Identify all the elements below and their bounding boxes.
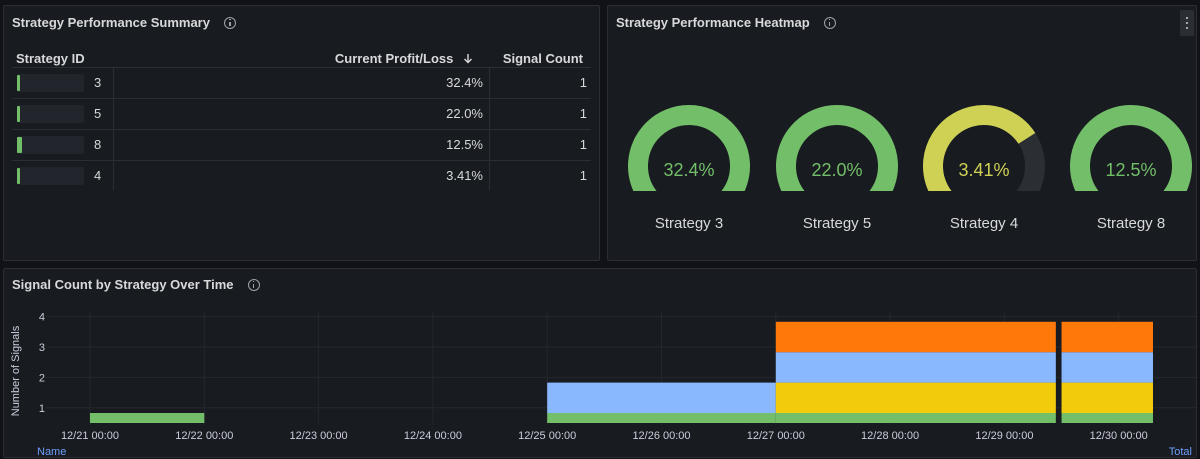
x-tick-label: 12/22 00:00 — [175, 430, 233, 442]
info-icon[interactable] — [223, 16, 236, 29]
signal-count-chart[interactable]: 1 2 3 4 12/21 00:00 12/22 00:00 12/23 00:00 12/… — [4, 269, 1198, 459]
series-area-segment — [1061, 382, 1153, 413]
x-tick-label: 12/25 00:00 — [518, 430, 576, 442]
profit-cell: 22.0% — [446, 106, 483, 121]
timeseries-panel-title-row: Signal Count by Strategy Over Time — [12, 277, 260, 292]
table-row[interactable]: 4 3.41% 1 — [12, 160, 591, 192]
column-header-signal-count[interactable]: Signal Count — [502, 51, 583, 66]
summary-panel: Strategy Performance Summary Strategy ID… — [3, 5, 600, 261]
heatmap-panel-title: Strategy Performance Heatmap — [616, 15, 810, 30]
profit-bar-fill — [17, 106, 21, 122]
x-tick-label: 12/21 00:00 — [61, 430, 119, 442]
profit-cell: 32.4% — [446, 75, 483, 90]
gauge-label: Strategy 4 — [949, 215, 1019, 232]
x-tick-label: 12/27 00:00 — [747, 430, 805, 442]
series-area-segment — [547, 413, 776, 423]
strategy-gauge[interactable]: 22.0% Strategy 5 — [772, 101, 902, 232]
x-tick-label: 12/28 00:00 — [861, 430, 919, 442]
series-area-segment — [90, 413, 205, 423]
table-header: Strategy ID Current Profit/Loss Signal C… — [4, 51, 591, 71]
signal-count-cell: 1 — [579, 106, 587, 121]
panel-menu-icon[interactable] — [1180, 10, 1194, 36]
gauge-value-text: 22.0% — [811, 160, 862, 180]
gauge-value-arc — [776, 105, 898, 191]
column-header-profit[interactable]: Current Profit/Loss — [335, 51, 473, 66]
series-area-segment — [775, 413, 1056, 423]
table-row[interactable]: 3 32.4% 1 — [12, 67, 591, 99]
summary-panel-title: Strategy Performance Summary — [12, 15, 210, 30]
series-area-segment — [547, 382, 776, 413]
gauge-arc: 3.41% — [923, 105, 1045, 191]
strategy-id-cell: 8 — [94, 137, 102, 152]
series-area-segment — [1061, 413, 1153, 423]
info-icon[interactable] — [247, 278, 260, 291]
series-area-segment — [775, 382, 1056, 413]
strategy-id-cell: 5 — [94, 106, 102, 121]
gauge-value-arc — [923, 105, 1036, 191]
x-tick-label: 12/30 00:00 — [1090, 430, 1148, 442]
y-tick-label: 2 — [39, 372, 45, 384]
gauge-arc: 32.4% — [628, 105, 750, 191]
profit-cell: 12.5% — [446, 137, 483, 152]
gauge-value-arc — [1070, 105, 1192, 191]
signal-count-cell: 1 — [579, 75, 587, 90]
gauge-value-text: 32.4% — [663, 160, 714, 180]
gauge-arc: 12.5% — [1070, 105, 1192, 191]
gauge-label: Strategy 3 — [654, 215, 724, 232]
series-area-segment — [1061, 352, 1153, 383]
y-tick-label: 3 — [39, 342, 45, 354]
series-area-segment — [1061, 321, 1153, 353]
signal-count-cell: 1 — [579, 137, 587, 152]
gauge-value-text: 12.5% — [1105, 160, 1156, 180]
profit-bar-gauge — [17, 105, 84, 123]
strategy-id-cell: 4 — [94, 168, 102, 183]
profit-bar-gauge — [17, 167, 84, 185]
heatmap-panel-title-row: Strategy Performance Heatmap — [616, 15, 836, 30]
table-row[interactable]: 8 12.5% 1 — [12, 129, 591, 161]
column-header-strategy-id[interactable]: Strategy ID — [16, 51, 85, 66]
x-tick-label: 12/23 00:00 — [290, 430, 348, 442]
strategy-gauge[interactable]: 12.5% Strategy 8 — [1066, 101, 1196, 232]
info-icon[interactable] — [823, 16, 836, 29]
profit-bar-gauge — [17, 74, 84, 92]
y-tick-label: 1 — [39, 403, 45, 415]
profit-bar-fill — [17, 168, 21, 184]
legend-name-header[interactable]: Name — [37, 446, 67, 458]
y-axis-label: Number of Signals — [10, 325, 22, 416]
gauge-label: Strategy 5 — [802, 215, 872, 232]
gauge-value-arc — [628, 105, 750, 191]
strategy-gauge[interactable]: 32.4% Strategy 3 — [624, 101, 754, 232]
gauge-label: Strategy 8 — [1096, 215, 1166, 232]
column-divider — [489, 67, 490, 190]
column-divider — [113, 67, 114, 190]
x-tick-label: 12/24 00:00 — [404, 430, 462, 442]
gauge-arc: 22.0% — [776, 105, 898, 191]
y-tick-label: 4 — [39, 312, 45, 324]
legend-total-header[interactable]: Total — [1168, 446, 1192, 458]
profit-cell: 3.41% — [446, 168, 483, 183]
x-tick-label: 12/26 00:00 — [632, 430, 690, 442]
summary-panel-title-row: Strategy Performance Summary — [12, 15, 236, 30]
table-row[interactable]: 5 22.0% 1 — [12, 98, 591, 130]
timeseries-panel-title: Signal Count by Strategy Over Time — [12, 277, 234, 292]
strategy-gauge[interactable]: 3.41% Strategy 4 — [919, 101, 1049, 232]
arrow-down-icon — [464, 54, 472, 64]
strategy-id-cell: 3 — [94, 75, 102, 90]
series-area-segment — [775, 321, 1056, 353]
gauge-value-text: 3.41% — [958, 160, 1009, 180]
heatmap-panel: Strategy Performance Heatmap 32.4% Strate… — [607, 5, 1197, 261]
profit-bar-fill — [17, 137, 23, 153]
column-header-profit-label: Current Profit/Loss — [334, 51, 454, 66]
x-tick-label: 12/29 00:00 — [975, 430, 1033, 442]
signal-count-cell: 1 — [579, 168, 587, 183]
profit-bar-gauge — [17, 136, 84, 154]
series-area-segment — [775, 352, 1056, 383]
profit-bar-fill — [17, 75, 21, 91]
